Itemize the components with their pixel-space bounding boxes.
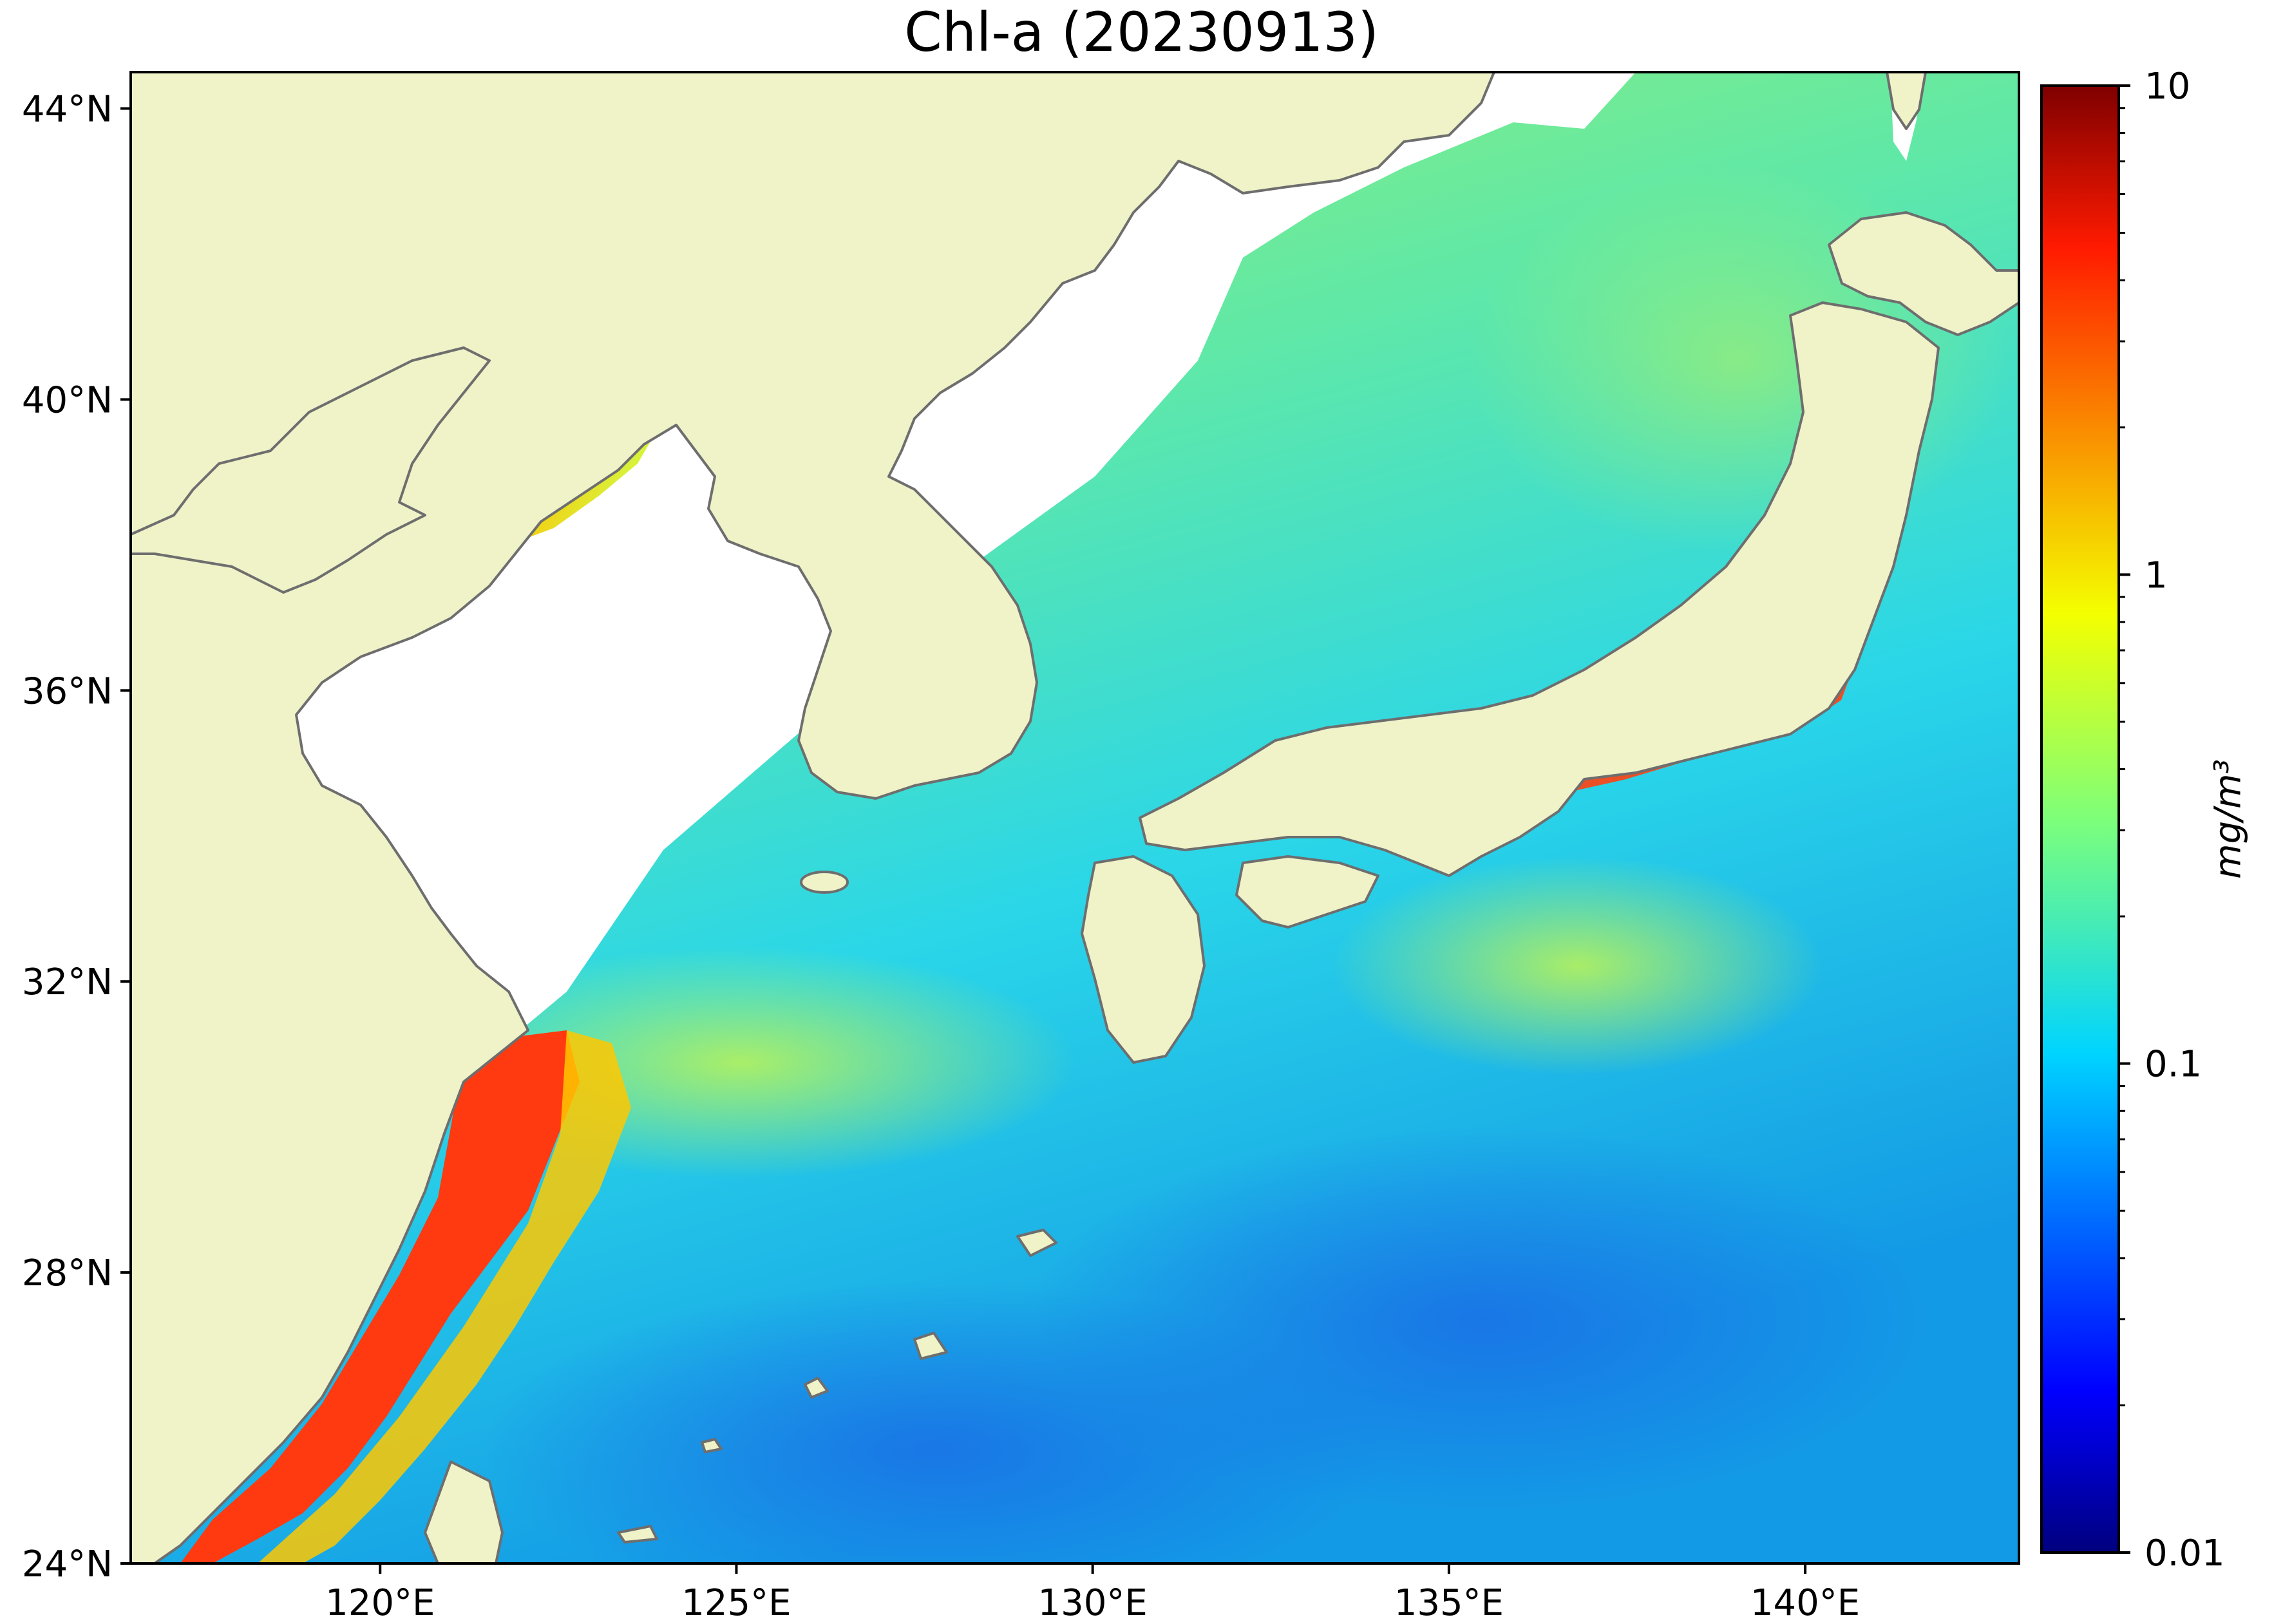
colorbar [2040, 84, 2120, 1554]
ryukyu-island [913, 1332, 948, 1360]
latitude-axis: 24°N 28°N 32°N 36°N 40°N 44°N [22, 88, 131, 1585]
colorbar-axis: 0.01 0.1 1 10 [2119, 66, 2225, 1574]
honshu [1139, 301, 1940, 877]
coastal-mid-chl [258, 1030, 631, 1563]
sakhalin [1886, 72, 1927, 130]
lat-tick-label: 32°N [22, 961, 113, 1003]
ryukyu-island [617, 1525, 658, 1544]
high-chl-eddy [1333, 856, 1823, 1075]
colorbar-tick-label: 1 [2145, 554, 2168, 596]
map-plot-area [131, 72, 2019, 1563]
colorbar-label: mg/m³ [2207, 759, 2250, 879]
lat-tick-label: 40°N [22, 379, 113, 421]
jeju-island [800, 871, 849, 894]
colorbar-tick-label: 0.1 [2145, 1044, 2202, 1086]
longitude-axis: 120°E 125°E 130°E 135°E 140°E [325, 1563, 1860, 1624]
lon-tick-label: 140°E [1750, 1582, 1860, 1624]
ryukyu-island [804, 1377, 829, 1399]
lat-tick-label: 36°N [22, 670, 113, 712]
kyushu [1081, 855, 1206, 1064]
lat-tick-label: 28°N [22, 1252, 113, 1294]
low-chl-region [1030, 1127, 1932, 1513]
lon-tick-label: 125°E [681, 1582, 791, 1624]
ryukyu-island [701, 1438, 723, 1453]
lon-tick-label: 135°E [1394, 1582, 1504, 1624]
colorbar-tick-label: 0.01 [2145, 1533, 2225, 1574]
map-title: Chl-a (20230913) [904, 1, 1379, 64]
colorbar-tick-label: 10 [2145, 66, 2190, 108]
lat-tick-label: 24°N [22, 1544, 113, 1585]
map-frame [129, 71, 2020, 1565]
lon-tick-label: 130°E [1038, 1582, 1148, 1624]
land [131, 72, 2019, 1563]
asian-mainland [131, 72, 1495, 1563]
shikoku [1235, 855, 1379, 929]
lat-tick-label: 44°N [22, 88, 113, 130]
hokkaido [1828, 211, 2019, 336]
lon-tick-label: 120°E [325, 1582, 435, 1624]
ryukyu-island [1016, 1229, 1057, 1257]
taiwan [424, 1460, 504, 1563]
coastal-high-chl [180, 1030, 580, 1563]
